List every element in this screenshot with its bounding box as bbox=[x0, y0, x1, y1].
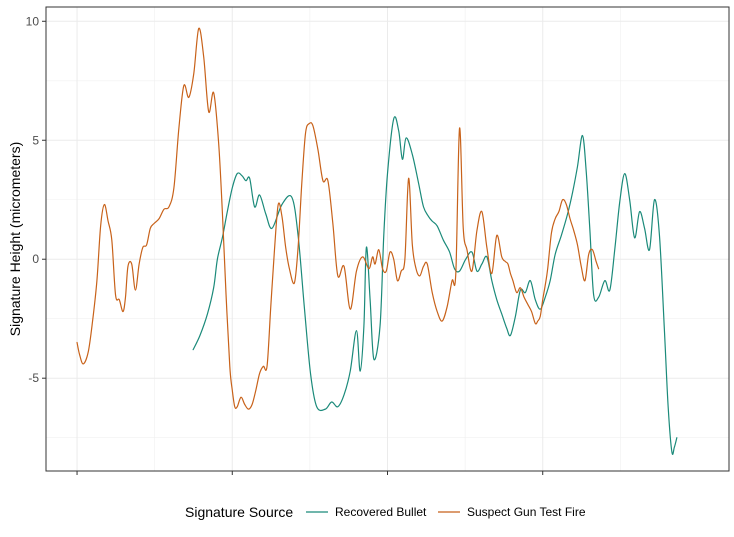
x-axis bbox=[76, 471, 544, 475]
series-line-suspect-gun-test-fire bbox=[76, 27, 600, 410]
y-tick-label: 10 bbox=[26, 14, 40, 28]
series-layer bbox=[76, 27, 678, 455]
y-axis: -5 0 5 10 bbox=[26, 14, 46, 385]
legend: Signature Source Recovered Bullet Suspec… bbox=[185, 504, 586, 520]
legend-label-suspect-gun-test-fire: Suspect Gun Test Fire bbox=[467, 505, 586, 519]
y-axis-title: Signature Height (micrometers) bbox=[7, 142, 23, 337]
series-line-recovered-bullet bbox=[192, 116, 678, 455]
y-tick-label: -5 bbox=[28, 371, 39, 385]
y-tick-label: 5 bbox=[32, 133, 39, 147]
legend-label-recovered-bullet: Recovered Bullet bbox=[335, 505, 427, 519]
legend-title: Signature Source bbox=[185, 504, 293, 520]
y-tick-label: 0 bbox=[32, 252, 39, 266]
